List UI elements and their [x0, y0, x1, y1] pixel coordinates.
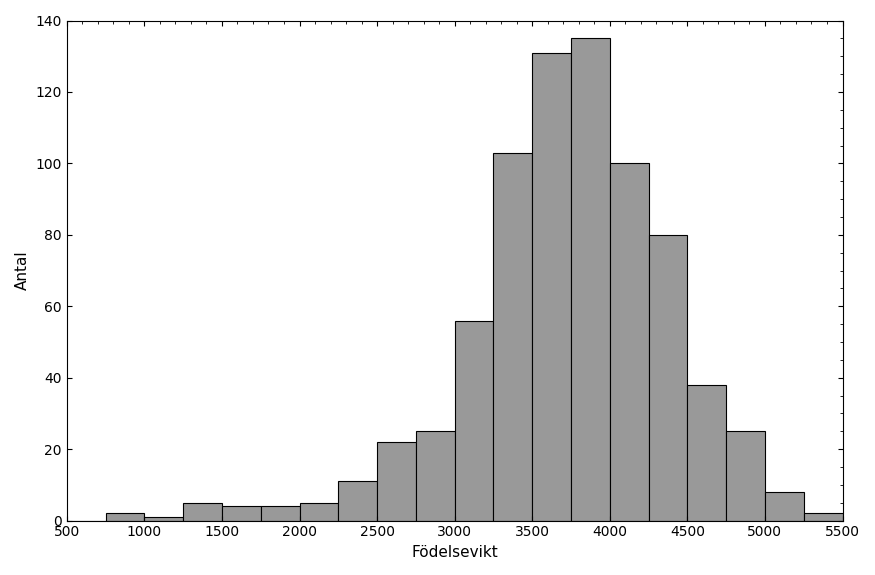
Y-axis label: Antal: Antal — [15, 251, 30, 290]
Bar — [339, 481, 377, 520]
Bar — [144, 517, 183, 520]
Bar — [455, 320, 493, 520]
Bar — [726, 431, 765, 520]
Bar — [261, 507, 299, 520]
Bar — [571, 39, 610, 520]
X-axis label: Födelsevikt: Födelsevikt — [411, 545, 498, 560]
Bar — [183, 503, 222, 520]
Bar — [648, 235, 688, 520]
Bar — [377, 442, 416, 520]
Bar — [299, 503, 339, 520]
Bar — [493, 153, 532, 520]
Bar — [106, 513, 144, 520]
Bar — [688, 385, 726, 520]
Bar — [532, 53, 571, 520]
Bar — [804, 513, 843, 520]
Bar — [610, 163, 648, 520]
Bar — [416, 431, 455, 520]
Bar — [765, 492, 804, 520]
Bar — [222, 507, 261, 520]
